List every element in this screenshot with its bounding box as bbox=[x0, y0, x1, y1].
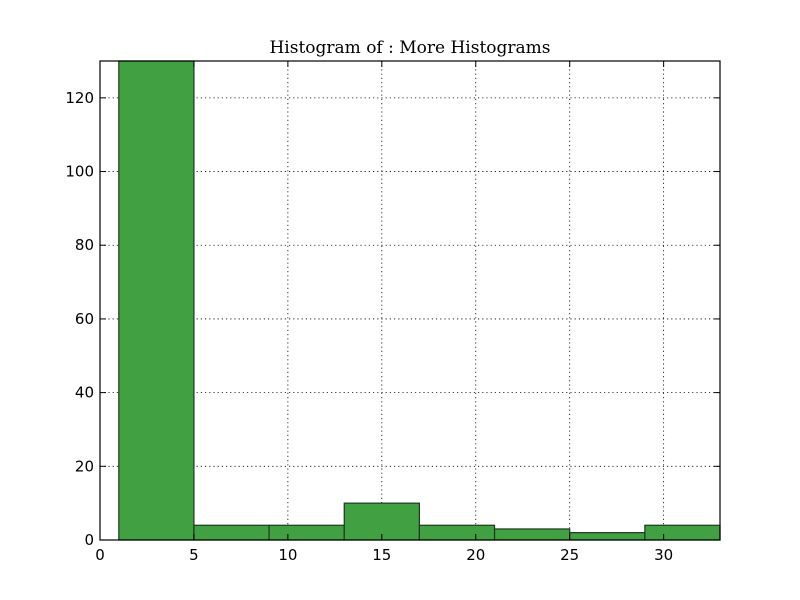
x-axis-tick-labels: 0 5 10 15 20 25 30 bbox=[95, 546, 673, 564]
x-tick-label: 0 bbox=[95, 546, 105, 564]
x-tick-label: 30 bbox=[654, 546, 673, 564]
plot-frame bbox=[99, 60, 721, 541]
x-tick-label: 25 bbox=[560, 546, 579, 564]
histogram-bar-0 bbox=[118, 60, 195, 541]
y-tick-label: 60 bbox=[75, 310, 94, 328]
y-tick-label: 80 bbox=[75, 236, 94, 254]
histogram-bar-5 bbox=[493, 528, 571, 541]
histogram-bars bbox=[118, 60, 721, 541]
histogram-bar-1 bbox=[193, 524, 270, 541]
chart-title: Histogram of : More Histograms bbox=[269, 38, 550, 58]
y-tick-label: 120 bbox=[65, 89, 94, 107]
y-tick-label: 100 bbox=[65, 163, 94, 181]
histogram-bar-2 bbox=[268, 524, 345, 541]
x-tick-label: 20 bbox=[466, 546, 485, 564]
y-tick-label: 40 bbox=[75, 384, 94, 402]
histogram-bar-4 bbox=[418, 524, 496, 541]
axis-ticks bbox=[99, 61, 720, 541]
y-tick-label: 0 bbox=[84, 531, 94, 549]
histogram-bar-6 bbox=[569, 532, 646, 541]
y-axis-tick-labels: 0 20 40 60 80 100 120 bbox=[65, 89, 94, 549]
x-tick-label: 10 bbox=[278, 546, 297, 564]
x-tick-label: 5 bbox=[189, 546, 199, 564]
y-tick-label: 20 bbox=[75, 457, 94, 475]
x-tick-label: 15 bbox=[372, 546, 391, 564]
histogram-bar-7 bbox=[644, 524, 721, 541]
